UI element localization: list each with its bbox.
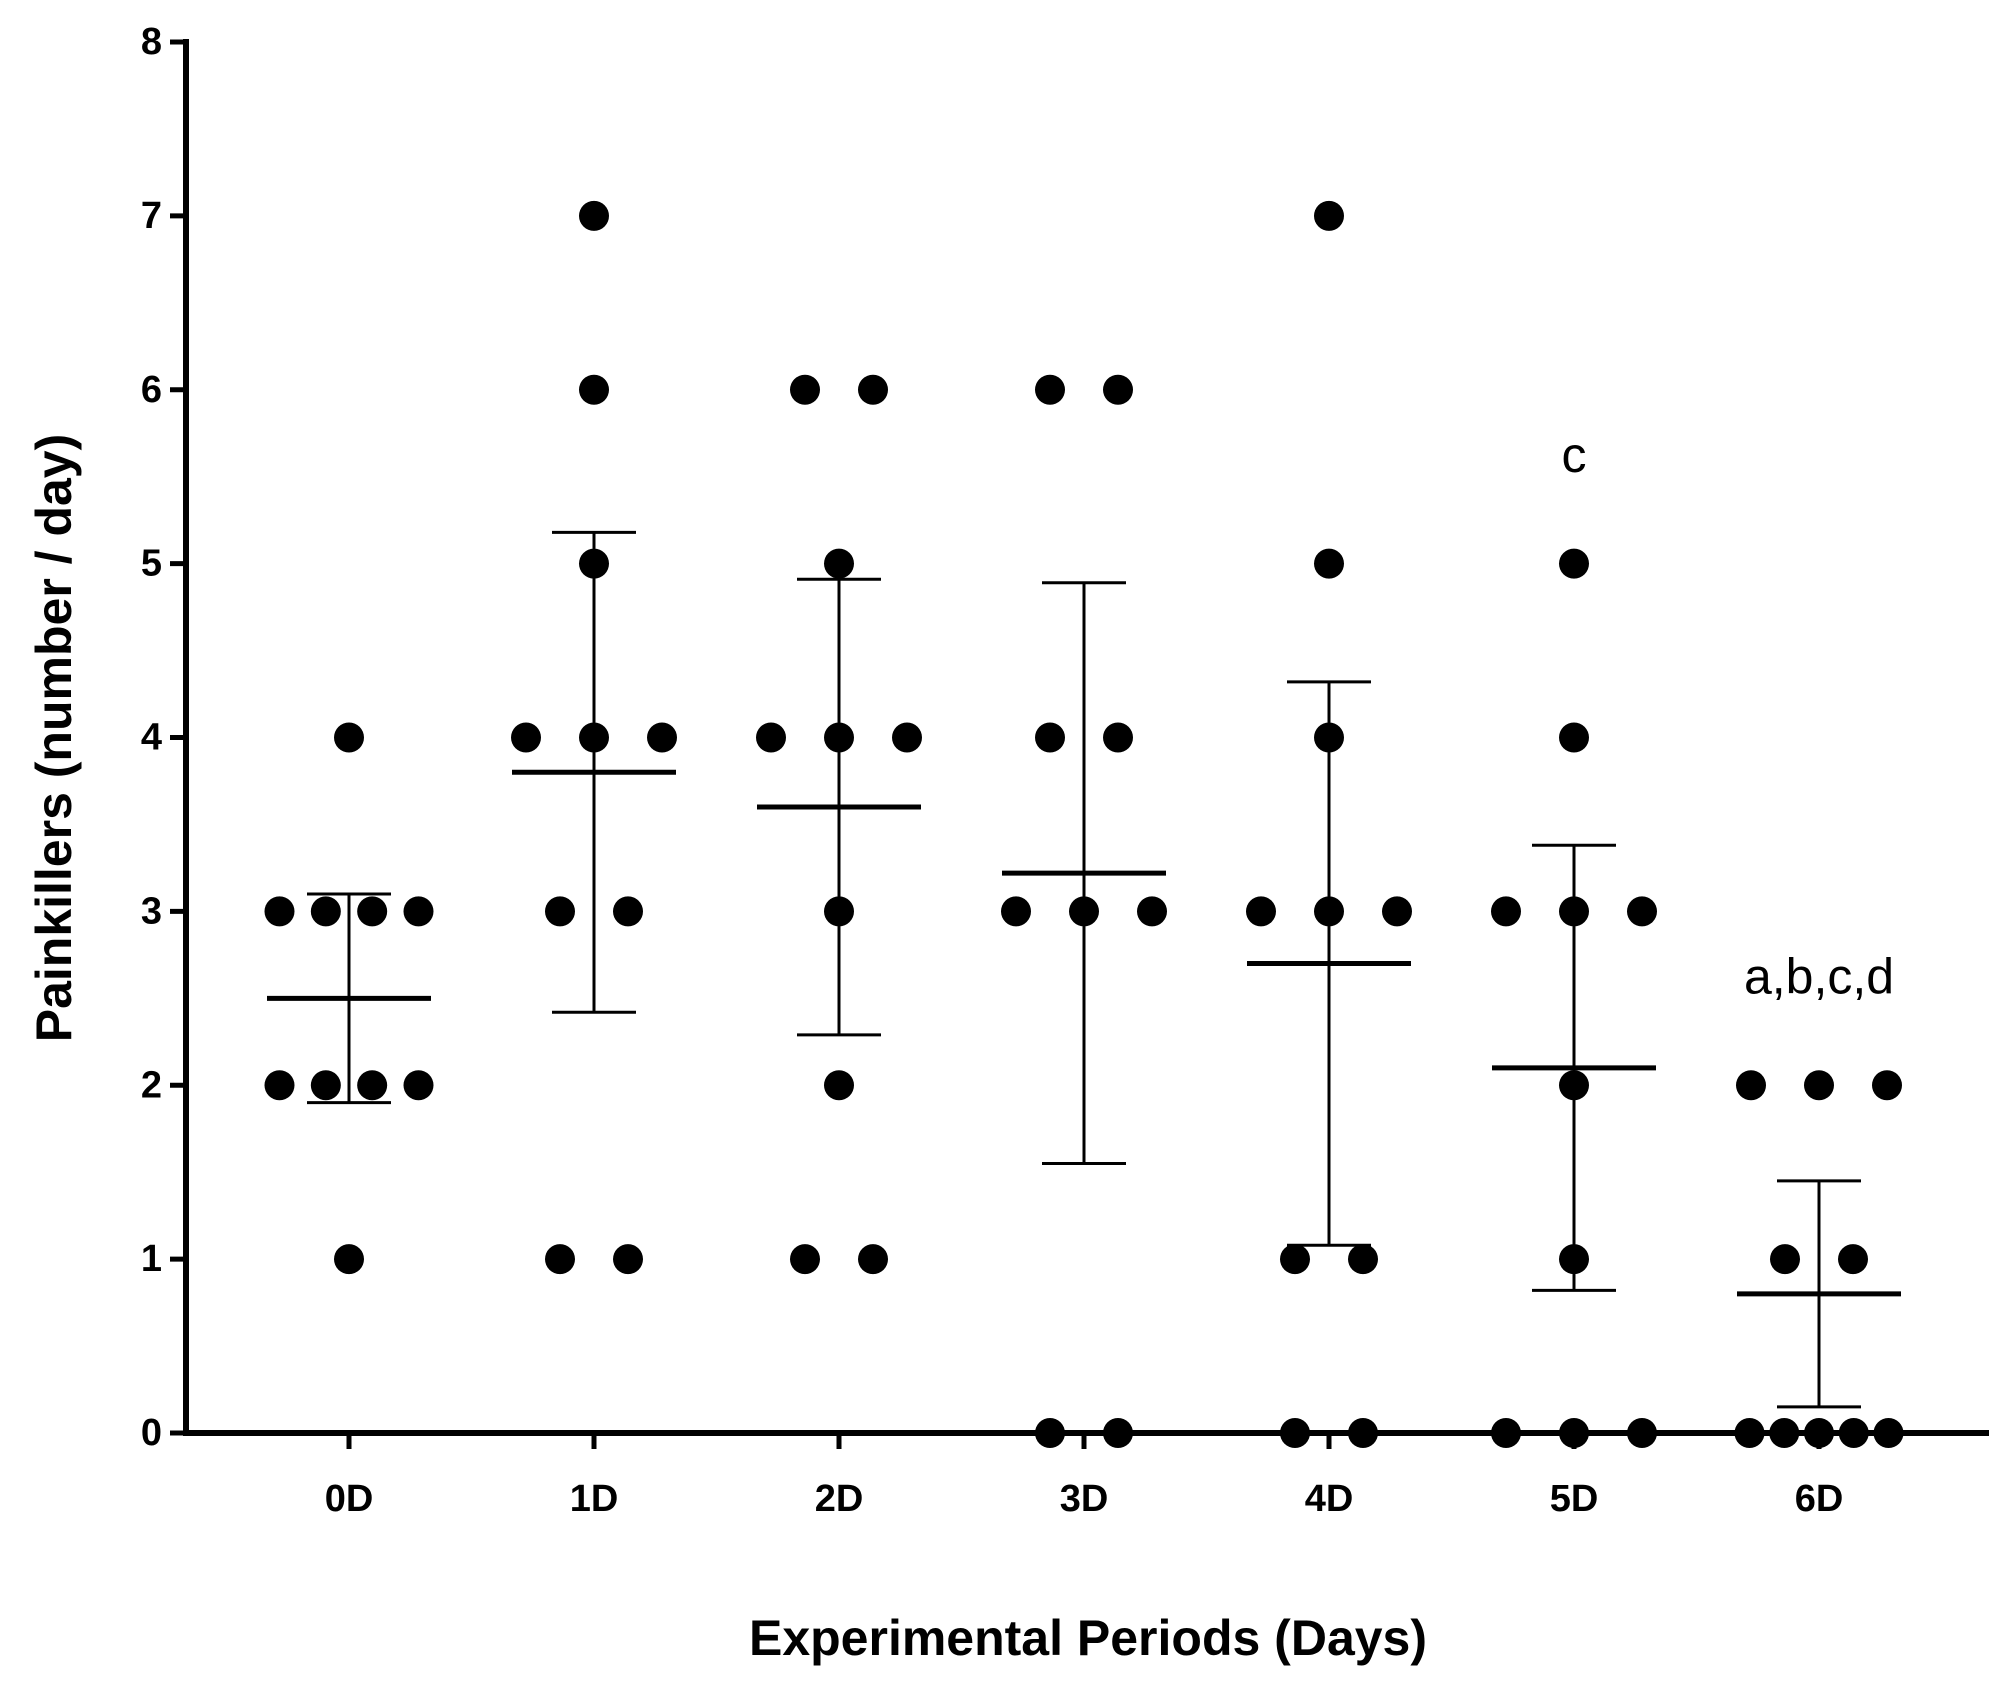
data-point xyxy=(579,374,609,405)
data-point xyxy=(545,1244,575,1275)
data-point xyxy=(357,896,388,927)
data-point xyxy=(1035,374,1065,405)
data-point xyxy=(1137,896,1167,927)
y-tick-label: 1 xyxy=(141,1238,162,1280)
y-axis-title: Painkillers (number / day) xyxy=(26,434,82,1043)
data-point xyxy=(1035,1418,1065,1448)
y-tick-label: 8 xyxy=(141,21,162,63)
data-point xyxy=(824,1070,854,1101)
data-point xyxy=(579,200,609,231)
data-point xyxy=(1838,1244,1868,1275)
x-tick-label: 3D xyxy=(1060,1478,1109,1520)
data-point xyxy=(1103,1418,1133,1448)
data-point xyxy=(790,374,820,405)
data-point xyxy=(790,1244,820,1275)
data-point xyxy=(511,722,541,753)
data-point xyxy=(1103,722,1133,753)
data-point xyxy=(545,896,575,927)
data-point xyxy=(1873,1418,1904,1448)
x-tick-label: 2D xyxy=(815,1478,864,1520)
data-point xyxy=(403,1070,434,1101)
data-point xyxy=(310,896,341,927)
data-point xyxy=(1770,1244,1800,1275)
data-point xyxy=(334,1244,364,1275)
data-point xyxy=(1627,896,1657,927)
data-point xyxy=(1627,1418,1657,1448)
data-point xyxy=(1838,1418,1869,1448)
data-point xyxy=(1103,374,1133,405)
x-tick-label: 6D xyxy=(1795,1478,1844,1520)
data-point xyxy=(1348,1418,1378,1448)
data-point xyxy=(357,1070,388,1101)
y-tick-label: 2 xyxy=(141,1064,162,1106)
x-axis-title: Experimental Periods (Days) xyxy=(749,1610,1427,1666)
data-point xyxy=(1314,548,1344,579)
data-point xyxy=(892,722,922,753)
y-tick-label: 4 xyxy=(141,717,162,759)
x-tick-label: 1D xyxy=(570,1478,619,1520)
data-point xyxy=(1559,548,1589,579)
y-tick-label: 5 xyxy=(141,543,162,585)
data-point xyxy=(264,1070,295,1101)
data-point xyxy=(756,722,786,753)
data-point xyxy=(1314,200,1344,231)
data-point xyxy=(310,1070,341,1101)
data-point xyxy=(1769,1418,1800,1448)
data-point xyxy=(1736,1070,1766,1101)
data-point xyxy=(1872,1070,1902,1101)
data-point xyxy=(1382,896,1412,927)
data-point xyxy=(264,896,295,927)
data-point xyxy=(1348,1244,1378,1275)
data-point xyxy=(824,548,854,579)
data-point xyxy=(1280,1244,1310,1275)
data-point xyxy=(1559,1418,1589,1448)
x-tick-label: 5D xyxy=(1550,1478,1599,1520)
data-point xyxy=(1246,896,1276,927)
y-tick-label: 7 xyxy=(141,195,162,237)
y-tick-label: 6 xyxy=(141,369,162,411)
y-tick-label: 3 xyxy=(141,890,162,932)
data-point xyxy=(858,1244,888,1275)
annotation: a,b,c,d xyxy=(1744,948,1894,1004)
data-point xyxy=(1804,1418,1834,1448)
data-point xyxy=(1280,1418,1310,1448)
x-tick-label: 4D xyxy=(1305,1478,1354,1520)
data-point xyxy=(1035,722,1065,753)
data-point xyxy=(613,896,643,927)
data-point xyxy=(1734,1418,1765,1448)
data-point xyxy=(1804,1070,1834,1101)
data-point xyxy=(1491,896,1521,927)
data-point xyxy=(1001,896,1031,927)
data-point xyxy=(647,722,677,753)
annotation: c xyxy=(1562,427,1587,483)
data-point xyxy=(1559,722,1589,753)
x-tick-label: 0D xyxy=(325,1478,374,1520)
data-point xyxy=(613,1244,643,1275)
data-point xyxy=(858,374,888,405)
data-point xyxy=(403,896,434,927)
y-tick-label: 0 xyxy=(141,1412,162,1454)
data-point xyxy=(1491,1418,1521,1448)
data-point xyxy=(334,722,364,753)
